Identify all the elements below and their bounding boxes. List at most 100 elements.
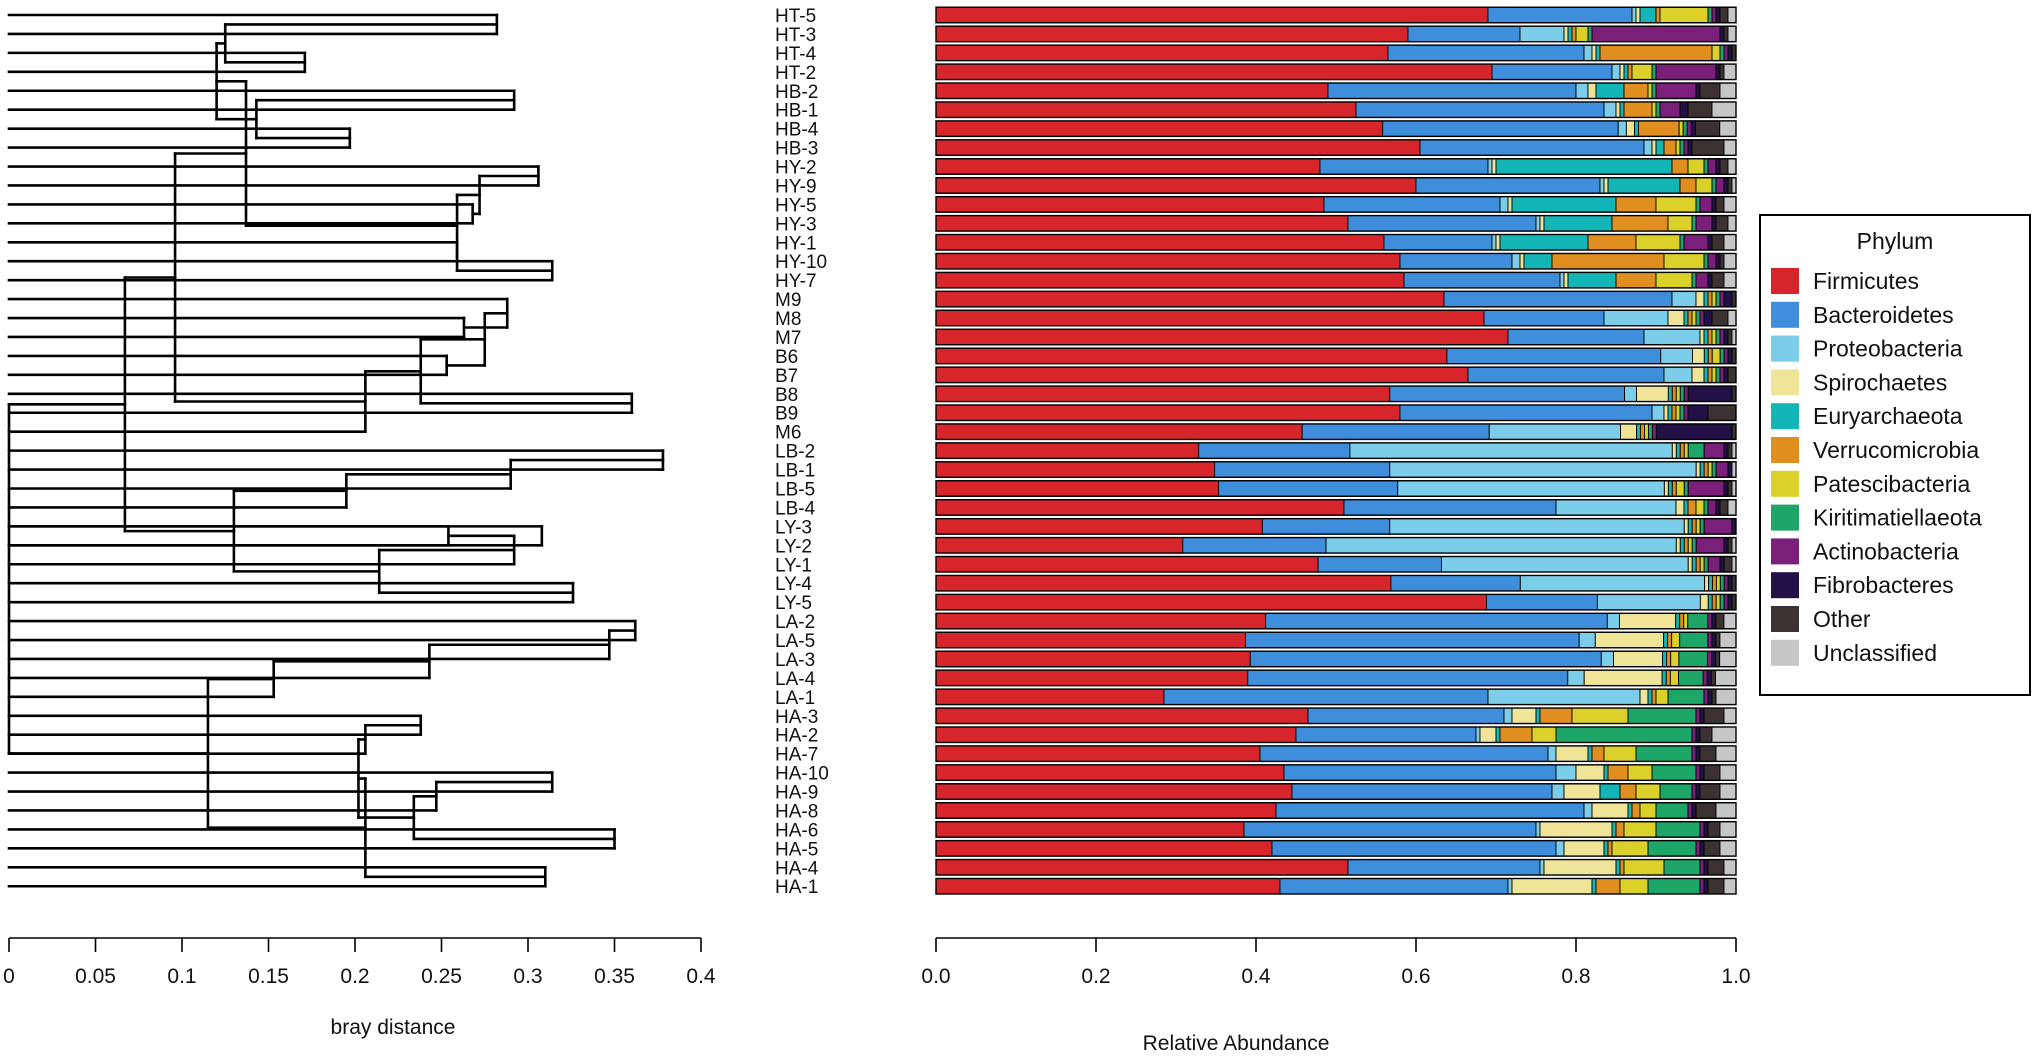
bar-outline [935,214,1737,232]
dendrogram-axis-title: bray distance [331,1016,456,1039]
bar-segment-firmicutes [935,802,1277,819]
bar-segment-kiritimatiellaeota [1679,385,1685,402]
bar-segment-bacteroidetes [1265,612,1608,630]
bar-segment-actinobacteria [1699,878,1705,895]
bar-row-ly-2 [935,536,1737,554]
bar-segment-unclassified [1715,802,1737,819]
bar-segment-bacteroidetes [1382,120,1619,137]
legend-label: Spirochaetes [1813,369,1947,395]
bar-segment-actinobacteria [1699,196,1713,213]
bar-outline [935,461,1737,479]
legend-item-spirochaetes: Spirochaetes [1771,369,1947,396]
bar-row-la-1 [935,688,1737,706]
bar-segment-proteobacteria [1491,234,1497,251]
bar-segment-verrucomicrobia [1615,196,1657,213]
bar-segment-unclassified [1719,631,1737,649]
bar-segment-euryarchaeota [1675,442,1681,459]
legend-swatch [1771,504,1799,531]
bar-outline [935,574,1737,592]
bar-segment-euryarchaeota [1535,707,1541,724]
bar-segment-bacteroidetes [1291,783,1553,800]
bar-segment-spirochaetes [1591,802,1629,819]
bar-segment-unclassified [1719,650,1737,668]
bar-segment-euryarchaeota [1647,688,1653,706]
bar-row-ly-5 [935,593,1737,611]
bar-segment-verrucomicrobia [1539,707,1573,724]
leaf-label-m6: M6 [775,423,801,444]
bar-segment-actinobacteria [1723,44,1729,62]
bar-segment-euryarchaeota [1595,44,1601,62]
bar-segment-fibrobacteres [1727,575,1733,592]
bar-segment-firmicutes [935,6,1489,24]
bar-row-ly-3 [935,517,1737,535]
bar-segment-bacteroidetes [1407,25,1521,43]
bar-segment-kiritimatiellaeota [1691,215,1697,232]
abundance-tick-label: 0.4 [1241,965,1271,988]
legend-label: Kiritimatiellaeota [1813,505,1982,531]
bar-segment-verrucomicrobia [1627,63,1633,81]
bar-row-ht-4 [935,44,1737,62]
bar-segment-other [1699,726,1713,743]
bar-segment-firmicutes [935,480,1220,497]
bar-segment-fibrobacteres [1727,347,1733,365]
bar-row-hb-3 [935,139,1737,157]
bar-segment-firmicutes [935,139,1421,156]
bar-segment-verrucomicrobia [1551,253,1665,270]
leaf-label-ly-1: LY-1 [775,555,812,576]
bar-row-hy-2 [935,158,1737,175]
bar-segment-bacteroidetes [1259,745,1549,762]
bar-segment-proteobacteria [1631,6,1637,24]
bar-segment-firmicutes [935,537,1184,554]
bar-segment-proteobacteria [1599,177,1605,194]
bar-segment-fibrobacteres [1727,593,1733,611]
leaf-label-ha-4: HA-4 [775,858,819,879]
bar-segment-verrucomicrobia [1663,139,1677,156]
distance-tick-label: 0.2 [340,965,369,988]
bar-segment-spirochaetes [1639,688,1649,706]
bar-segment-euryarchaeota [1567,25,1573,43]
legend-swatch [1771,538,1799,565]
bar-segment-spirochaetes [1683,518,1689,535]
legend-swatch [1771,606,1799,632]
bar-segment-patescibacteria [1715,575,1721,592]
bar-segment-proteobacteria [1603,101,1617,118]
bar-segment-verrucomicrobia [1571,25,1577,43]
bar-segment-fibrobacteres [1715,499,1721,516]
bar-segment-verrucomicrobia [1611,215,1669,232]
leaf-label-lb-4: LB-4 [775,498,816,519]
bar-segment-firmicutes [935,821,1245,838]
bar-row-ht-5 [935,6,1737,24]
bar-segment-fibrobacteres [1699,707,1705,724]
bar-segment-firmicutes [935,404,1401,421]
bar-segment-other [1723,556,1733,573]
bar-segment-euryarchaeota [1655,139,1665,156]
bar-segment-bacteroidetes [1486,593,1598,611]
legend-swatch [1771,470,1799,497]
bar-segment-proteobacteria [1499,196,1509,213]
bar-segment-euryarchaeota [1703,290,1709,308]
bar-segment-euryarchaeota [1499,234,1589,251]
bar-segment-patescibacteria [1695,518,1701,535]
bar-row-lb-5 [935,480,1737,497]
legend-item-proteobacteria: Proteobacteria [1771,335,1963,362]
bar-segment-verrucomicrobia [1667,631,1673,649]
leaf-label-m9: M9 [775,290,801,311]
bar-segment-unclassified [1723,271,1737,289]
bar-segment-proteobacteria [1603,309,1669,327]
bar-segment-proteobacteria [1606,612,1620,630]
bar-segment-euryarchaeota [1683,309,1689,327]
bar-segment-fibrobacteres [1711,612,1717,630]
bar-segment-patescibacteria [1635,234,1681,251]
bar-segment-firmicutes [935,25,1409,43]
bar-segment-actinobacteria [1706,650,1712,668]
bar-outline [935,25,1737,43]
bar-segment-patescibacteria [1711,328,1717,346]
bar-segment-euryarchaeota [1619,101,1625,118]
bar-row-m7 [935,328,1737,346]
bar-segment-other [1715,196,1725,213]
bar-segment-patescibacteria [1687,537,1693,554]
bar-segment-other [1727,480,1733,497]
bar-segment-proteobacteria [1596,593,1701,611]
bar-segment-other [1691,139,1725,156]
bar-segment-spirochaetes [1613,650,1663,668]
